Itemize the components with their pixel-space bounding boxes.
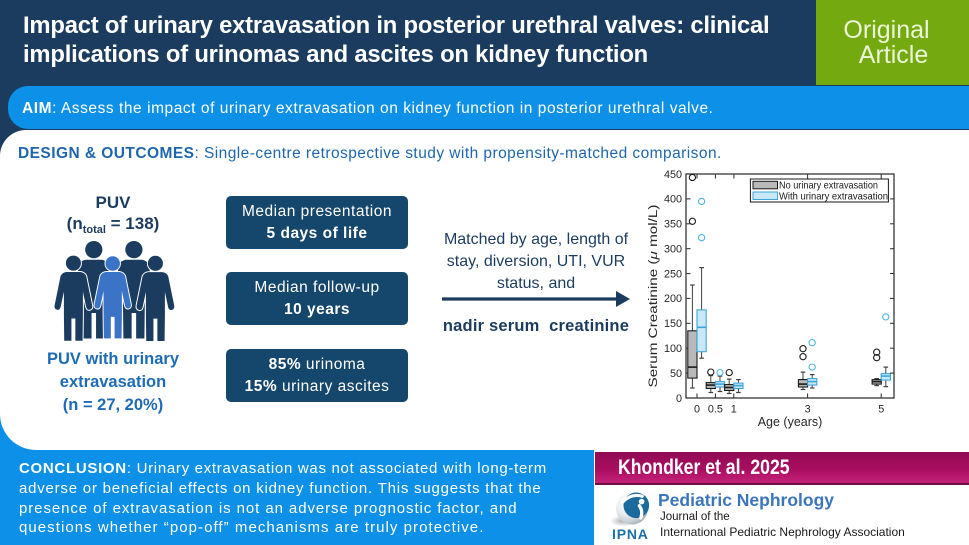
svg-text:400: 400 [664,194,682,206]
svg-text:0: 0 [694,404,700,416]
svg-text:250: 250 [664,268,682,280]
svg-text:1: 1 [731,404,737,416]
svg-text:450: 450 [664,169,682,181]
svg-text:No urinary extravasation: No urinary extravasation [779,181,878,192]
svg-text:5: 5 [878,404,884,416]
svg-text:3: 3 [805,404,811,416]
svg-text:100: 100 [664,343,682,355]
svg-text:300: 300 [664,244,682,256]
svg-text:200: 200 [664,293,682,305]
svg-text:Age (years): Age (years) [758,415,823,429]
svg-text:350: 350 [664,219,682,231]
svg-text:150: 150 [664,318,682,330]
svg-text:0.5: 0.5 [708,404,723,416]
svg-text:0: 0 [676,393,682,405]
svg-text:Serum Creatinine (μ mol/L): Serum Creatinine (μ mol/L) [648,204,660,387]
svg-text:50: 50 [670,368,682,380]
svg-text:With urinary extravasation: With urinary extravasation [779,191,888,202]
